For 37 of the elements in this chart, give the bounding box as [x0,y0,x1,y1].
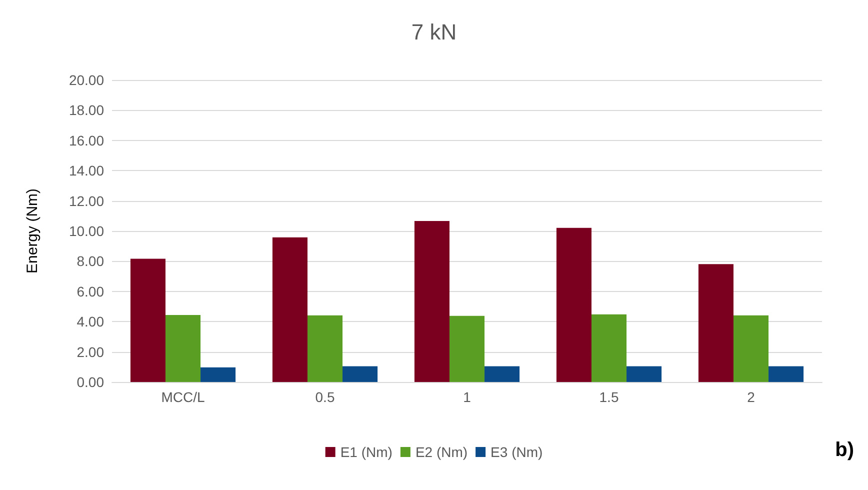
y-tick-label: 4.00 [76,314,104,330]
x-tick-label: 1 [463,389,472,405]
bar [733,315,769,382]
x-tick-label: 0.5 [315,389,335,405]
bar [449,316,485,382]
y-tick-label: 6.00 [76,283,104,300]
chart-title: 7 kN [411,20,457,44]
x-tick-label: 2 [747,389,756,405]
legend-label: E2 (Nm) [415,444,468,460]
bar [165,314,201,382]
y-tick-label: 8.00 [76,253,104,270]
bar [200,367,236,382]
y-tick-label: 18.00 [68,102,104,118]
bar [698,264,734,382]
y-tick-label: 20.00 [68,72,104,88]
y-tick-label: 2.00 [76,344,104,360]
x-tick-label: 1.5 [599,389,619,405]
text: b) [835,439,854,461]
bar [342,366,378,382]
legend-label: E1 (Nm) [340,444,392,460]
bar [768,366,804,382]
bar [307,315,343,382]
legend-label: E3 (Nm) [490,444,543,460]
bar [272,237,308,382]
bar [414,221,450,382]
bar [484,366,520,382]
y-tick-label: 12.00 [68,192,104,209]
bar [556,228,592,382]
x-tick-label: MCC/L [161,389,205,405]
y-tick-label: 0.00 [76,374,104,390]
y-axis-title: Energy (Nm) [24,188,41,274]
y-tick-label: 16.00 [68,132,104,148]
bar [591,314,627,382]
y-tick-label: 14.00 [68,162,104,179]
bar [130,258,166,382]
y-tick-label: 10.00 [68,223,104,239]
bar [626,366,662,382]
